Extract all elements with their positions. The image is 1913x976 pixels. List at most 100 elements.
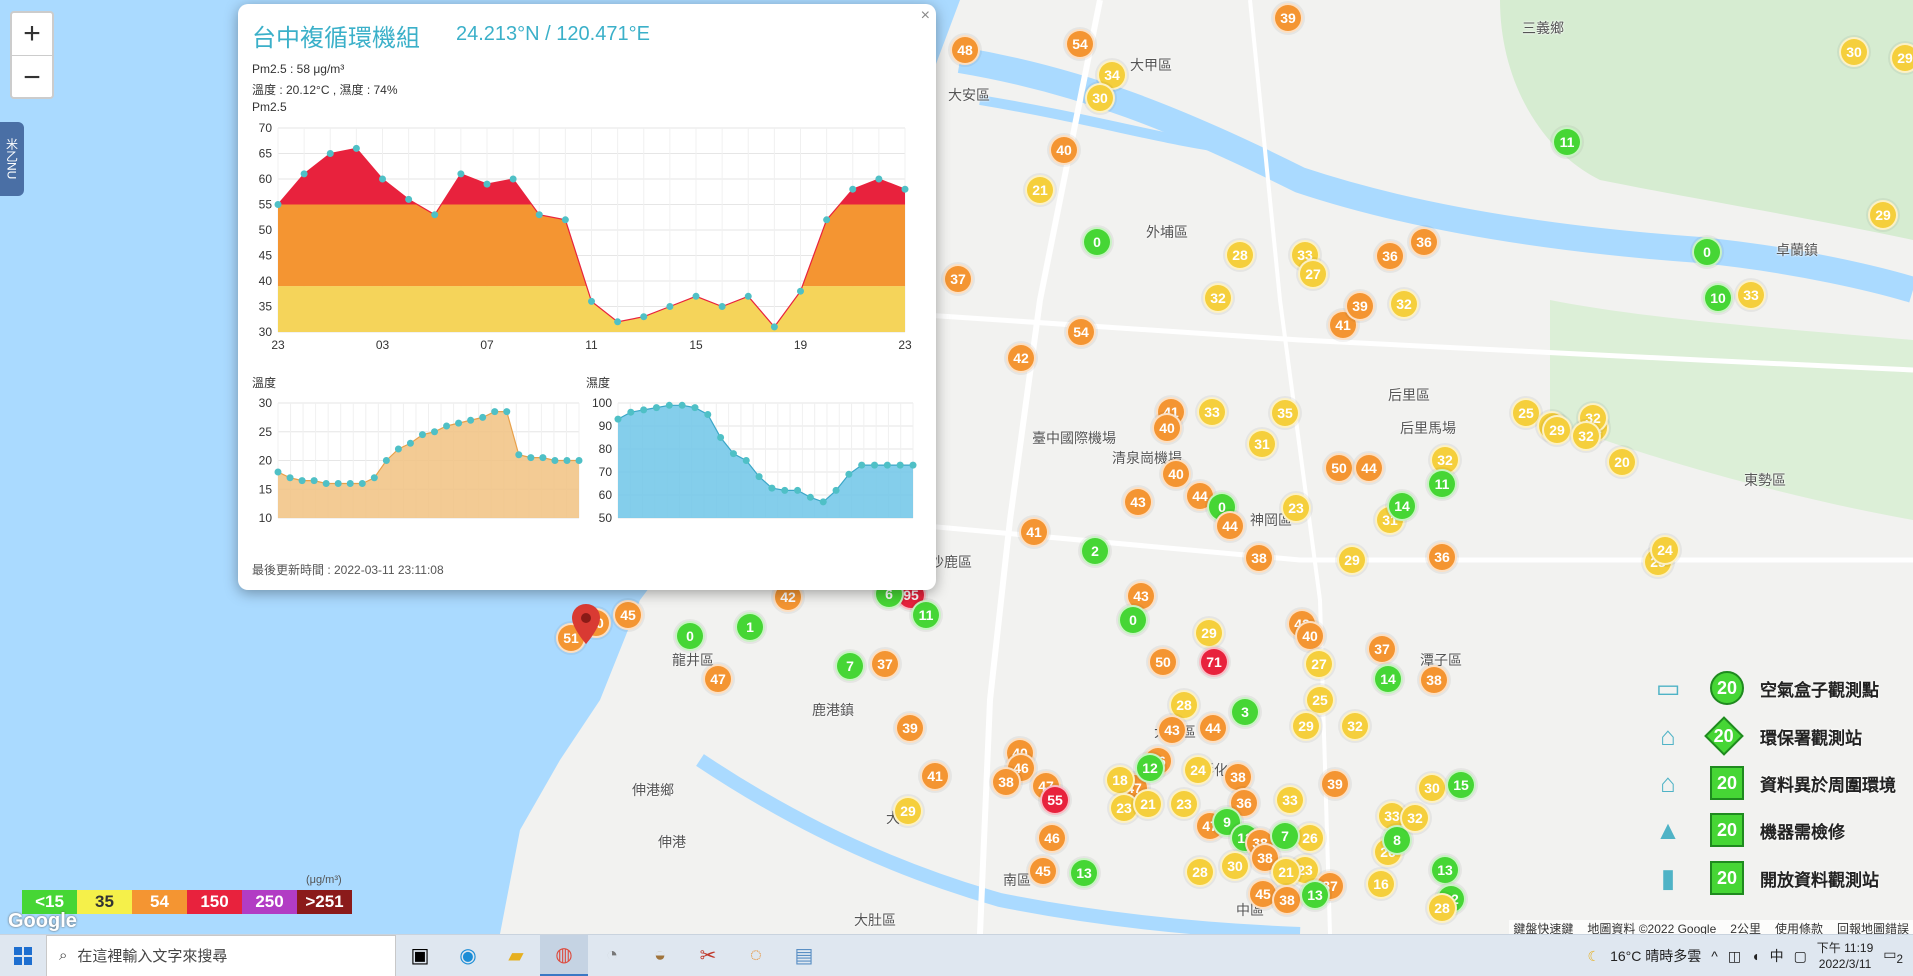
station-marker[interactable]: 11 xyxy=(911,600,941,630)
station-marker[interactable]: 30 xyxy=(1839,37,1869,67)
taskbar-search[interactable]: ⌕ 在這裡輸入文字來搜尋 xyxy=(46,934,396,976)
app-icon[interactable]: ◔ xyxy=(605,944,619,966)
station-marker[interactable]: 37 xyxy=(943,264,973,294)
station-marker[interactable]: 30 xyxy=(1220,851,1250,881)
station-marker[interactable]: 37 xyxy=(870,649,900,679)
app-icon[interactable]: ◒ xyxy=(653,944,667,966)
station-marker[interactable]: 25 xyxy=(1511,398,1541,428)
station-marker[interactable]: 10 xyxy=(1703,283,1733,313)
network-icon[interactable]: ◫ xyxy=(1727,947,1742,964)
station-marker[interactable]: 18 xyxy=(1105,765,1135,795)
station-marker[interactable]: 29 xyxy=(1542,415,1572,445)
station-marker[interactable]: 45 xyxy=(1028,856,1058,886)
station-marker[interactable]: 33 xyxy=(1736,280,1766,310)
station-marker[interactable]: 38 xyxy=(1272,885,1302,915)
report-link[interactable]: 回報地圖錯誤 xyxy=(1836,922,1909,936)
station-marker[interactable]: 30 xyxy=(1085,83,1115,113)
station-marker[interactable]: 7 xyxy=(835,651,865,681)
station-marker[interactable]: 29 xyxy=(1291,711,1321,741)
station-marker[interactable]: 39 xyxy=(895,713,925,743)
station-marker[interactable]: 55 xyxy=(1040,785,1070,815)
weather-text[interactable]: 16°C 晴時多雲 xyxy=(1610,948,1702,964)
station-marker[interactable]: 23 xyxy=(1169,789,1199,819)
station-marker[interactable]: 29 xyxy=(1337,545,1367,575)
file-explorer-icon[interactable]: ▰ xyxy=(508,945,524,967)
station-marker[interactable]: 13 xyxy=(1300,880,1330,910)
station-marker[interactable]: 40 xyxy=(1295,621,1325,651)
station-marker[interactable]: 32 xyxy=(1203,283,1233,313)
station-marker[interactable]: 0 xyxy=(675,621,705,651)
chevron-up-icon[interactable]: ^ xyxy=(1711,948,1718,964)
zoom-out-button[interactable]: − xyxy=(23,60,41,94)
station-marker[interactable]: 38 xyxy=(1223,762,1253,792)
station-marker[interactable]: 1 xyxy=(735,612,765,642)
station-marker[interactable]: 21 xyxy=(1025,175,1055,205)
station-marker[interactable]: 46 xyxy=(1037,823,1067,853)
station-marker[interactable]: 36 xyxy=(1427,542,1457,572)
station-marker[interactable]: 71 xyxy=(1199,647,1229,677)
ime-indicator[interactable]: 中 xyxy=(1769,948,1784,964)
station-marker[interactable]: 39 xyxy=(1273,3,1303,33)
input-icon[interactable]: ▢ xyxy=(1793,947,1807,964)
edge-icon[interactable]: ◉ xyxy=(459,945,477,967)
station-marker[interactable]: 27 xyxy=(1304,649,1334,679)
station-marker[interactable]: 34 xyxy=(1097,60,1127,90)
station-marker[interactable]: 30 xyxy=(1417,773,1447,803)
station-marker[interactable]: 21 xyxy=(1133,789,1163,819)
station-marker[interactable]: 15 xyxy=(1446,770,1476,800)
snipping-tool-icon[interactable]: ✂ xyxy=(699,945,717,967)
blender-icon[interactable]: ◌ xyxy=(750,944,762,966)
station-marker[interactable]: 38 xyxy=(1244,543,1274,573)
station-marker[interactable]: 21 xyxy=(1271,857,1301,887)
terms-link[interactable]: 使用條款 xyxy=(1774,922,1823,936)
zoom-in-button[interactable]: + xyxy=(12,13,52,56)
station-marker[interactable]: 11 xyxy=(1427,469,1457,499)
station-marker[interactable]: 44 xyxy=(1198,713,1228,743)
station-marker[interactable]: 37 xyxy=(1367,634,1397,664)
map-pin-icon[interactable] xyxy=(572,604,600,644)
station-marker[interactable]: 29 xyxy=(893,796,923,826)
station-marker[interactable]: 41 xyxy=(920,761,950,791)
station-marker[interactable]: 13 xyxy=(1069,858,1099,888)
station-marker[interactable]: 39 xyxy=(1320,769,1350,799)
notifications-icon[interactable]: ▭2 xyxy=(1883,946,1903,966)
station-marker[interactable]: 33 xyxy=(1197,397,1227,427)
station-marker[interactable]: 44 xyxy=(1354,453,1384,483)
keyboard-shortcuts-link[interactable]: 鍵盤快速鍵 xyxy=(1513,922,1574,936)
task-view-icon[interactable]: ▣ xyxy=(410,945,430,967)
station-marker[interactable]: 50 xyxy=(1324,453,1354,483)
station-marker[interactable]: 24 xyxy=(1650,535,1680,565)
station-marker[interactable]: 28 xyxy=(1185,857,1215,887)
station-marker[interactable]: 36 xyxy=(1409,227,1439,257)
station-marker[interactable]: 25 xyxy=(1305,685,1335,715)
station-marker[interactable]: 43 xyxy=(1126,581,1156,611)
chrome-icon[interactable]: ◍ xyxy=(540,934,588,976)
station-marker[interactable]: 2 xyxy=(1080,536,1110,566)
station-marker[interactable]: 27 xyxy=(1298,259,1328,289)
station-marker[interactable]: 47 xyxy=(703,664,733,694)
station-marker[interactable]: 40 xyxy=(1161,459,1191,489)
station-marker[interactable]: 32 xyxy=(1571,421,1601,451)
station-marker[interactable]: 29 xyxy=(1194,618,1224,648)
station-marker[interactable]: 38 xyxy=(991,767,1021,797)
station-marker[interactable]: 35 xyxy=(1270,398,1300,428)
station-marker[interactable]: 41 xyxy=(1019,517,1049,547)
station-marker[interactable]: 0 xyxy=(1692,237,1722,267)
close-icon[interactable]: × xyxy=(920,7,930,24)
station-marker[interactable]: 45 xyxy=(613,600,643,630)
station-marker[interactable]: 8 xyxy=(1382,825,1412,855)
station-marker[interactable]: 36 xyxy=(1229,788,1259,818)
station-marker[interactable]: 50 xyxy=(1148,647,1178,677)
station-marker[interactable]: 29 xyxy=(1890,43,1913,73)
station-marker[interactable]: 42 xyxy=(1006,343,1036,373)
station-marker[interactable]: 43 xyxy=(1123,487,1153,517)
station-marker[interactable]: 43 xyxy=(1157,715,1187,745)
station-marker[interactable]: 12 xyxy=(1135,753,1165,783)
station-marker[interactable]: 40 xyxy=(1049,135,1079,165)
station-marker[interactable]: 32 xyxy=(1389,289,1419,319)
station-marker[interactable]: 54 xyxy=(1066,317,1096,347)
station-marker[interactable]: 0 xyxy=(1118,605,1148,635)
station-marker[interactable]: 29 xyxy=(1868,200,1898,230)
station-marker[interactable]: 3 xyxy=(1230,697,1260,727)
station-marker[interactable]: 16 xyxy=(1366,869,1396,899)
